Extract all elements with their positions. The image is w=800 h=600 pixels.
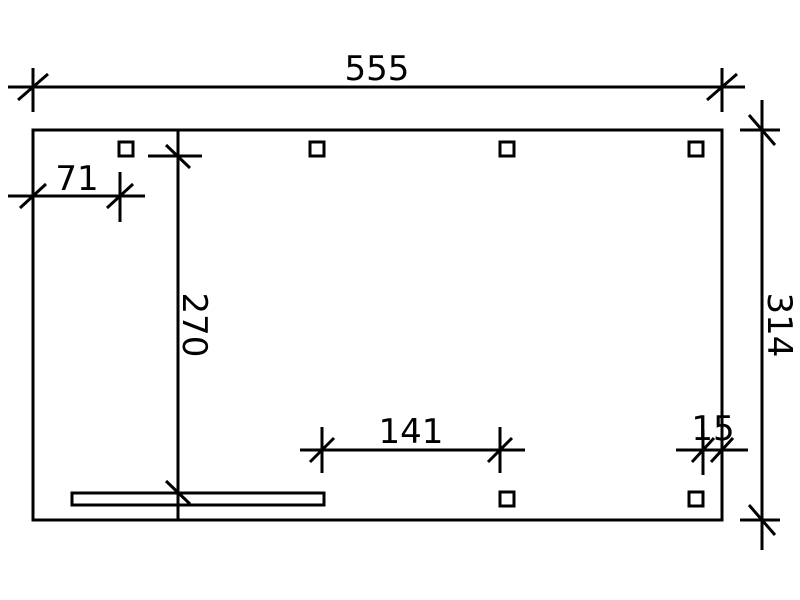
- bottom-beam: [70, 491, 326, 507]
- post-bottom-3: [687, 490, 705, 508]
- dimension-overall-width: [8, 68, 745, 112]
- post-top-1: [117, 140, 135, 158]
- dimension-inner-depth: [148, 143, 202, 506]
- label-overall-depth: 314: [759, 293, 799, 358]
- label-side-offset: 71: [55, 159, 98, 199]
- label-post-edge-offset: 15: [691, 409, 734, 449]
- label-overall-width: 555: [345, 49, 410, 89]
- dimension-side-offset: [8, 172, 145, 222]
- dimension-post-edge-offset: [676, 430, 748, 475]
- dimension-post-spacing: [300, 427, 525, 473]
- post-top-2: [308, 140, 326, 158]
- post-top-4: [687, 140, 705, 158]
- post-bottom-2: [498, 490, 516, 508]
- post-top-3: [498, 140, 516, 158]
- label-post-spacing: 141: [379, 412, 444, 452]
- roof-outline: [31, 128, 724, 522]
- label-inner-depth: 270: [174, 293, 214, 358]
- dimension-overall-depth: [740, 100, 780, 550]
